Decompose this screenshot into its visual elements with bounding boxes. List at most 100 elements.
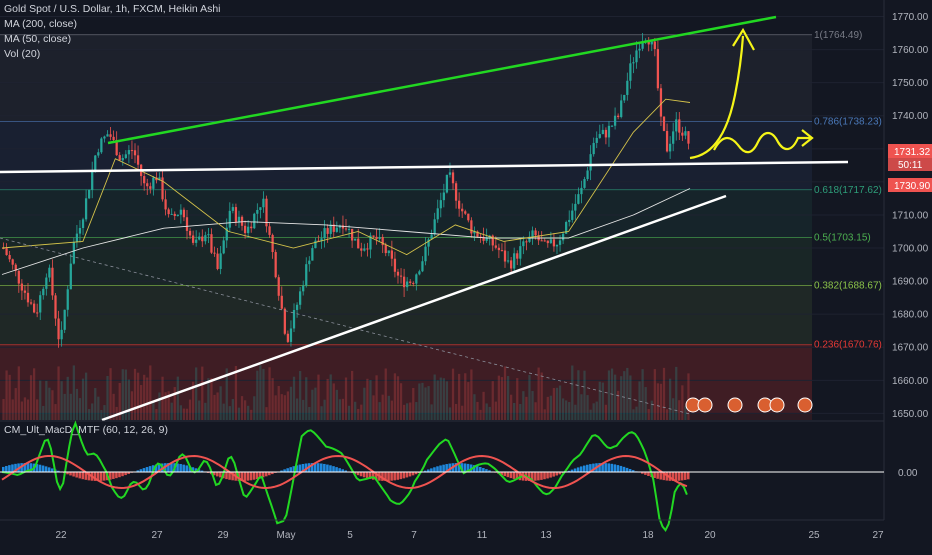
candle-body	[82, 219, 84, 228]
volume-bar	[403, 405, 405, 420]
candle-body	[70, 264, 72, 290]
volume-bar	[421, 383, 423, 420]
volume-bar	[155, 409, 157, 420]
volume-bar	[146, 378, 148, 420]
countdown-tag: 50:11	[898, 160, 923, 171]
candle-body	[666, 131, 668, 151]
time-tick-label: 27	[151, 530, 163, 541]
volume-bar	[461, 406, 463, 420]
candle-body	[635, 50, 637, 62]
candle-body	[100, 138, 102, 152]
osc-histogram-bar	[42, 465, 45, 472]
candle-body	[687, 131, 689, 143]
candle-body	[308, 261, 310, 265]
indicator-ma200[interactable]: MA (200, close)	[4, 18, 77, 30]
candle-body	[547, 241, 549, 244]
osc-histogram-bar	[396, 472, 399, 480]
candle-body	[299, 291, 301, 304]
volume-bar	[559, 386, 561, 420]
volume-bar	[85, 373, 87, 420]
osc-histogram-bar	[684, 472, 687, 480]
osc-histogram-bar	[433, 467, 436, 472]
candle-body	[498, 248, 500, 250]
candle-body	[213, 253, 215, 254]
osc-histogram-bar	[185, 465, 188, 472]
volume-bar	[489, 407, 491, 420]
candle-body	[461, 209, 463, 212]
candle-body	[51, 268, 53, 296]
volume-bar	[30, 375, 32, 420]
osc-histogram-bar	[182, 465, 185, 472]
volume-bar	[593, 403, 595, 420]
volume-bar	[57, 366, 59, 420]
osc-histogram-bar	[647, 472, 650, 476]
price-tick-label: 1760.00	[892, 45, 929, 56]
time-tick-label: 25	[808, 530, 820, 541]
time-tick-label: 5	[347, 530, 353, 541]
osc-histogram-bar	[149, 466, 152, 472]
candle-body	[602, 130, 604, 134]
candle-body	[614, 116, 616, 126]
osc-histogram-bar	[513, 472, 516, 479]
candle-body	[171, 214, 173, 215]
osc-histogram-bar	[387, 472, 390, 481]
candle-body	[394, 259, 396, 272]
indicator-volume[interactable]: Vol (20)	[4, 48, 40, 60]
osc-histogram-bar	[299, 465, 302, 472]
candle-body	[302, 286, 304, 292]
candle-body	[663, 117, 665, 131]
osc-histogram-bar	[329, 465, 332, 472]
volume-bar	[134, 369, 136, 420]
candle-body	[177, 215, 179, 216]
osc-histogram-bar	[442, 465, 445, 472]
volume-bar	[363, 388, 365, 420]
indicator-ma50[interactable]: MA (50, close)	[4, 33, 71, 45]
osc-histogram-bar	[409, 472, 412, 476]
candle-body	[541, 240, 543, 241]
candle-body	[85, 198, 87, 219]
volume-bar	[366, 379, 368, 420]
volume-bar	[357, 409, 359, 420]
candle-body	[21, 284, 23, 291]
candle-body	[168, 209, 170, 214]
osc-histogram-bar	[623, 467, 626, 472]
volume-bar	[259, 365, 261, 420]
volume-bar	[64, 394, 66, 420]
volume-bar	[577, 370, 579, 420]
candle-body	[9, 255, 11, 259]
volume-bar	[443, 378, 445, 420]
volume-bar	[528, 375, 530, 420]
volume-bar	[369, 380, 371, 420]
osc-histogram-bar	[549, 472, 552, 478]
volume-bar	[675, 367, 677, 420]
candle-body	[128, 150, 130, 154]
volume-bar	[2, 399, 4, 420]
candle-body	[626, 81, 628, 95]
volume-bar	[586, 395, 588, 420]
price-tags: 1731.32 50:11 1730.90	[888, 144, 932, 192]
volume-bar	[244, 400, 246, 420]
osc-histogram-bar	[69, 472, 72, 475]
osc-histogram-bar	[8, 465, 11, 472]
volume-bar	[626, 368, 628, 420]
volume-bar	[589, 410, 591, 420]
volume-bar	[580, 394, 582, 420]
fib-band	[0, 286, 812, 345]
candle-body	[241, 217, 243, 226]
volume-bar	[513, 403, 515, 420]
volume-bar	[629, 375, 631, 420]
volume-bar	[550, 396, 552, 420]
candle-body	[400, 276, 402, 277]
oscillator-title[interactable]: CM_Ult_MacD_MTF (60, 12, 26, 9)	[4, 424, 168, 436]
osc-histogram-bar	[146, 467, 149, 472]
osc-histogram-bar	[118, 472, 121, 477]
volume-bar	[415, 402, 417, 420]
candle-body	[580, 188, 582, 194]
volume-bar	[177, 377, 179, 420]
volume-bar	[311, 390, 313, 420]
osc-histogram-bar	[510, 472, 513, 478]
volume-bar	[97, 397, 99, 420]
candle-body	[556, 245, 558, 247]
candle-body	[409, 282, 411, 283]
